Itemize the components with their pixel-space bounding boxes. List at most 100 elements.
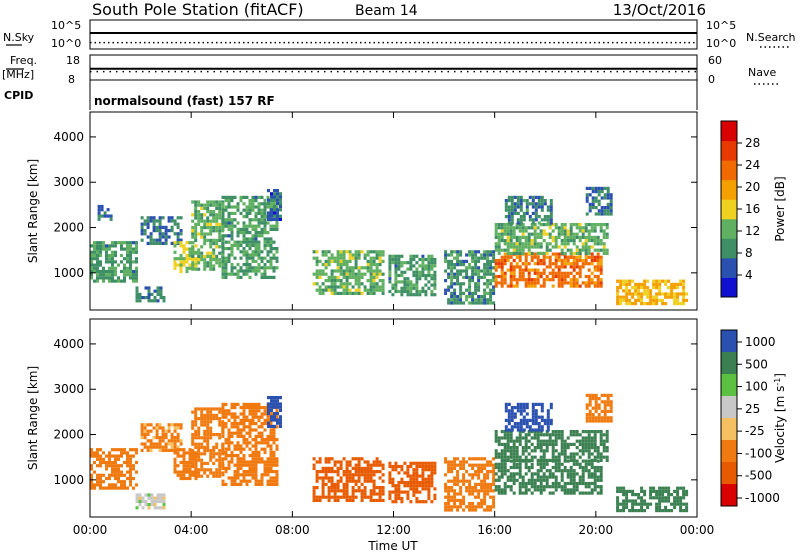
power-echo-cell [272, 253, 276, 257]
velocity-echo-cell [266, 463, 270, 467]
velocity-echo-cell [108, 486, 111, 490]
velocity-echo-cell [533, 449, 537, 453]
velocity-echo-cell [489, 486, 493, 490]
power-echo-cell [221, 275, 225, 279]
power-echo-cell [245, 253, 249, 257]
velocity-echo-cell [164, 432, 168, 436]
power-y-axis-label: Slant Range [km] [26, 159, 40, 263]
velocity-echo-cell [486, 476, 490, 480]
power-echo-cell [652, 286, 656, 290]
velocity-echo-cell [227, 418, 231, 422]
power-echo-cell [218, 251, 222, 255]
power-echo-cell [600, 206, 604, 210]
velocity-echo-cell [602, 446, 606, 450]
power-echo-cell [524, 235, 528, 239]
velocity-echo-cell [531, 428, 535, 432]
noise-left-tick-bottom: 10^0 [51, 37, 81, 50]
power-echo-cell [394, 280, 398, 284]
power-echo-cell [330, 279, 334, 283]
velocity-echo-cell [120, 448, 123, 452]
velocity-echo-cell [242, 412, 246, 416]
velocity-echo-cell [140, 426, 144, 430]
power-echo-cell [260, 231, 264, 235]
power-echo-cell [99, 244, 102, 248]
velocity-echo-cell [149, 439, 153, 443]
velocity-echo-cell [447, 486, 451, 490]
velocity-echo-cell [227, 409, 231, 413]
velocity-echo-cell [245, 431, 249, 435]
velocity-echo-cell [146, 448, 150, 452]
power-echo-cell [679, 282, 683, 286]
power-echo-cell [96, 276, 99, 280]
velocity-echo-cell [236, 454, 240, 458]
velocity-echo-cell [242, 454, 246, 458]
power-echo-cell [161, 225, 165, 229]
power-echo-cell [468, 291, 472, 295]
power-echo-cell [597, 193, 601, 197]
velocity-echo-cell [509, 465, 513, 470]
velocity-echo-cell [273, 402, 276, 406]
power-echo-cell [676, 286, 680, 290]
velocity-echo-cell [664, 499, 668, 503]
velocity-echo-cell [606, 419, 610, 423]
power-echo-cell [581, 248, 585, 252]
power-echo-cell [412, 283, 416, 287]
power-echo-cell [566, 274, 570, 279]
velocity-echo-cell [248, 434, 252, 438]
power-echo-cell [497, 265, 501, 269]
velocity-echo-cell [602, 439, 606, 443]
velocity-echo-cell [453, 482, 457, 486]
velocity-echo-cell [218, 449, 222, 453]
power-echo-cell [503, 232, 507, 236]
power-echo-cell [575, 245, 579, 249]
velocity-echo-cell [480, 479, 484, 483]
velocity-echo-cell [522, 422, 526, 426]
power-echo-cell [605, 226, 609, 230]
velocity-echo-cell [123, 448, 126, 452]
power-echo-cell [269, 275, 273, 279]
velocity-echo-cell [447, 502, 451, 506]
power-echo-cell [330, 282, 334, 286]
velocity-echo-cell [521, 449, 525, 453]
power-echo-cell [357, 285, 361, 289]
power-echo-cell [90, 266, 93, 270]
velocity-echo-cell [664, 489, 668, 493]
power-echo-cell [525, 199, 529, 203]
power-echo-cell [93, 263, 96, 267]
velocity-echo-cell [108, 460, 111, 465]
power-echo-cell [206, 219, 210, 223]
power-echo-cell [652, 302, 656, 306]
power-echo-cell [185, 241, 189, 245]
velocity-echo-cell [622, 499, 626, 503]
velocity-echo-cell [123, 480, 126, 484]
velocity-echo-cell [494, 430, 498, 434]
power-echo-cell [494, 223, 498, 227]
power-echo-cell [540, 195, 544, 199]
velocity-echo-cell [670, 502, 674, 506]
velocity-echo-cell [394, 493, 398, 497]
velocity-echo-cell [459, 505, 463, 509]
velocity-echo-cell [276, 421, 279, 425]
power-echo-cell [554, 255, 558, 259]
power-echo-cell [348, 282, 352, 286]
power-echo-cell [242, 250, 246, 254]
velocity-echo-cell [315, 476, 319, 480]
power-echo-cell [357, 253, 361, 257]
power-echo-cell [176, 216, 180, 220]
velocity-echo-cell [318, 457, 322, 461]
power-echo-cell [397, 280, 401, 284]
velocity-echo-cell [263, 463, 267, 467]
power-echo-cell [584, 248, 588, 252]
power-echo-cell [209, 200, 213, 204]
velocity-echo-cell [596, 452, 600, 456]
velocity-echo-cell [566, 436, 570, 440]
velocity-echo-cell [197, 471, 201, 475]
velocity-echo-cell [533, 481, 537, 486]
power-echo-cell [230, 243, 234, 247]
power-echo-cell [462, 263, 466, 267]
power-echo-cell [176, 241, 180, 245]
velocity-echo-cell [230, 406, 234, 410]
velocity-echo-cell [206, 429, 210, 433]
power-echo-cell [260, 221, 264, 225]
velocity-echo-cell [530, 442, 534, 446]
